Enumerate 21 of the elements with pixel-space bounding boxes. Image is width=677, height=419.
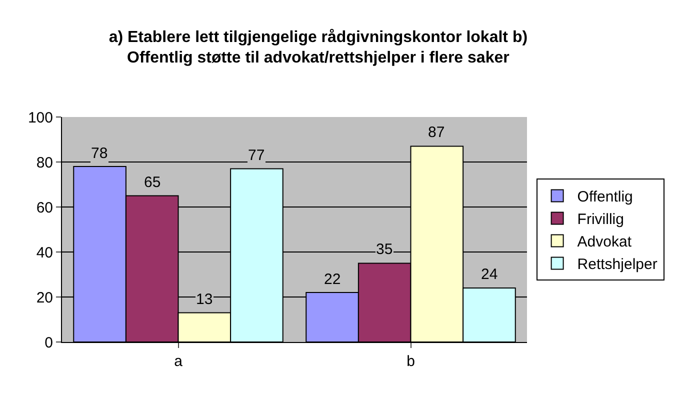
data-label: 87 bbox=[428, 124, 445, 141]
legend-label: Rettshjelper bbox=[577, 256, 658, 274]
data-label: 35 bbox=[376, 241, 393, 258]
data-label: 65 bbox=[144, 174, 161, 191]
y-tick-label: 0 bbox=[44, 334, 53, 352]
y-tick-label: 80 bbox=[36, 154, 53, 172]
data-label: 77 bbox=[248, 147, 265, 164]
legend-label: Offentlig bbox=[577, 188, 633, 206]
legend-label: Advokat bbox=[577, 234, 632, 251]
data-label: 78 bbox=[91, 145, 108, 162]
y-tick-label: 20 bbox=[36, 289, 53, 306]
data-label: 24 bbox=[481, 266, 498, 283]
data-label: 22 bbox=[324, 271, 341, 288]
x-tick-label: b bbox=[406, 353, 415, 370]
y-tick-label: 100 bbox=[28, 109, 53, 126]
y-tick-label: 40 bbox=[36, 244, 53, 262]
chart-title: a) Etablere lett tilgjengelige rådgivningskontor lokalt b) Offentlig støtte til advokat/rettshjelper i flere saker bbox=[108, 28, 528, 67]
x-tick-label: a bbox=[174, 353, 184, 370]
y-tick-label: 60 bbox=[36, 199, 53, 216]
data-label: 13 bbox=[196, 291, 213, 308]
legend-label: Frivillig bbox=[577, 211, 624, 228]
